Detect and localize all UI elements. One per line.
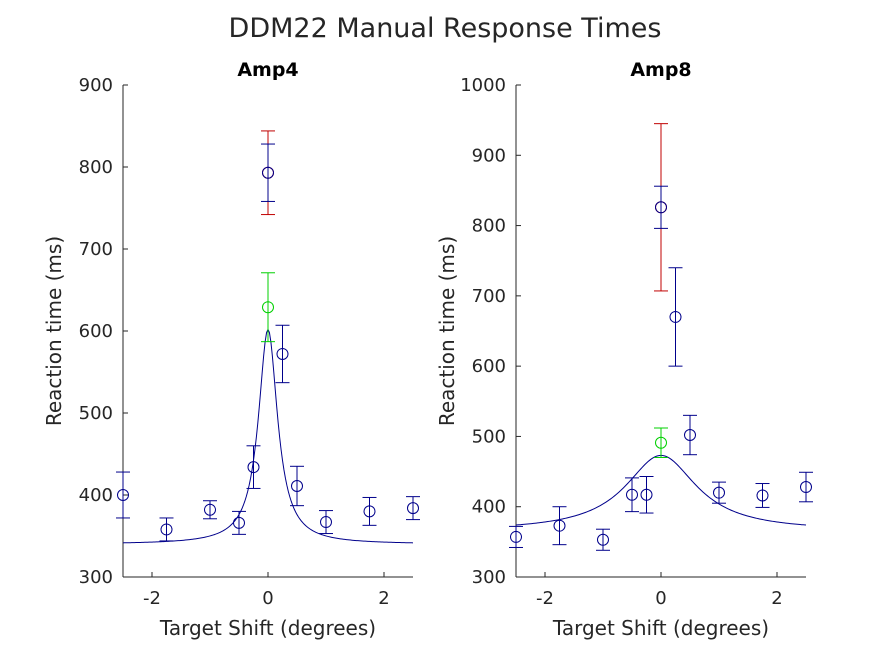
data-point [204, 503, 216, 516]
y-tick-label: 800 [472, 216, 506, 237]
figure-title: DDM22 Manual Response Times [229, 13, 662, 44]
data-point [160, 523, 173, 536]
y-tick-label: 800 [79, 157, 113, 178]
x-tick-label: -2 [143, 588, 161, 609]
data-point [640, 488, 653, 501]
x-tick-label: 0 [262, 588, 273, 609]
data-point [363, 505, 376, 518]
y-tick-label: 400 [79, 485, 113, 506]
x-tick-label: -2 [536, 588, 554, 609]
y-tick-label: 900 [79, 75, 113, 96]
y-tick-label: 900 [472, 145, 506, 166]
data-point [320, 516, 332, 529]
y-tick-label: 500 [472, 426, 506, 447]
y-tick-label: 700 [472, 286, 506, 307]
x-tick-label: 0 [655, 588, 666, 609]
y-tick-label: 600 [472, 356, 506, 377]
panel-title: Amp4 [237, 59, 298, 81]
data-point [597, 533, 609, 546]
panel-amp4: 300 400 500 600 700 800 900 -2 0 2 Amp4 Target Shif… [42, 59, 420, 640]
x-axis-label: Target Shift (degrees) [159, 616, 376, 640]
y-tick-label: 1000 [460, 75, 506, 96]
data-point [276, 347, 289, 360]
data-point [117, 489, 129, 501]
y-axis-label: Reaction time (ms) [42, 236, 66, 426]
data-point [713, 486, 725, 499]
y-axis-label: Reaction time (ms) [435, 236, 459, 426]
y-tick-label: 300 [472, 567, 506, 588]
data-point [684, 429, 696, 442]
panel-title: Amp8 [630, 59, 691, 81]
data-point [247, 461, 260, 474]
data-point [407, 502, 419, 515]
x-tick-label: 2 [771, 588, 782, 609]
data-point [655, 201, 667, 214]
data-point [655, 436, 667, 449]
data-point [291, 479, 303, 492]
x-tick-label: 2 [378, 588, 389, 609]
data-point [800, 481, 812, 494]
data-point [510, 530, 522, 543]
data-point [626, 488, 638, 501]
x-axis-label: Target Shift (degrees) [552, 616, 769, 640]
y-tick-label: 500 [79, 403, 113, 424]
panel-amp8: 300 400 500 600 700 800 900 1000 -2 0 2 Amp8 Target … [435, 59, 813, 640]
y-tick-label: 600 [79, 321, 113, 342]
data-point [669, 310, 682, 323]
data-point [233, 516, 245, 529]
data-point [553, 519, 566, 532]
data-point [262, 301, 274, 314]
y-tick-label: 700 [79, 239, 113, 260]
data-point [756, 489, 769, 502]
data-point [262, 166, 274, 179]
y-tick-label: 400 [472, 497, 506, 518]
y-tick-label: 300 [79, 567, 113, 588]
